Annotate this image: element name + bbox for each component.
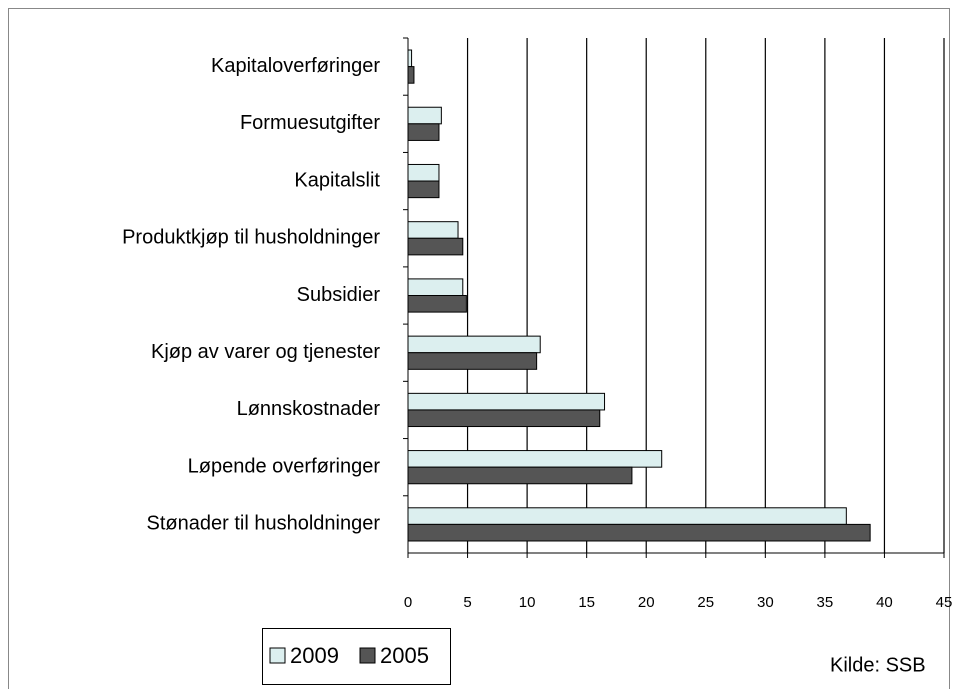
legend-box	[262, 628, 451, 685]
bar	[407, 163, 440, 182]
x-tick-label: 30	[757, 594, 774, 611]
bar	[407, 66, 415, 84]
bar	[407, 237, 464, 256]
x-tick-label: 15	[578, 594, 595, 611]
bar	[407, 507, 847, 525]
bar	[407, 523, 871, 542]
x-tick-label: 35	[817, 594, 834, 611]
y-tick-label: Løpende overføringer	[188, 455, 381, 477]
x-tick-label: 5	[463, 594, 471, 611]
legend-label: 2009	[290, 643, 339, 668]
bar	[407, 278, 464, 296]
x-tick-label: 10	[519, 594, 536, 611]
x-tick-label: 20	[638, 594, 655, 611]
bar	[407, 295, 467, 313]
x-tick-label: 45	[936, 594, 953, 611]
y-tick-label: Kapitalslit	[294, 169, 380, 191]
bar	[407, 450, 663, 468]
y-tick-label: Formuesutgifter	[240, 112, 380, 134]
chart-border	[8, 8, 950, 689]
legend-label: 2005	[380, 643, 429, 668]
y-tick-label: Lønnskostnader	[237, 398, 381, 420]
bar	[407, 352, 538, 370]
bar	[407, 221, 459, 239]
x-tick-label: 25	[697, 594, 714, 611]
bar	[407, 106, 442, 125]
bar	[407, 335, 541, 354]
bar	[407, 466, 633, 485]
bar	[407, 49, 413, 68]
y-tick-label: Produktkjøp til husholdninger	[122, 227, 380, 249]
bar	[407, 409, 601, 428]
legend-swatch	[269, 647, 286, 664]
bar	[407, 123, 440, 141]
bar	[407, 180, 440, 199]
y-tick-label: Kapitaloverføringer	[211, 55, 380, 77]
bar	[407, 392, 606, 411]
x-tick-label: 0	[404, 594, 412, 611]
legend-swatch	[359, 647, 376, 664]
x-tick-label: 40	[876, 594, 893, 611]
y-tick-label: Subsidier	[297, 284, 381, 306]
y-tick-label: Stønader til husholdninger	[147, 513, 381, 535]
source: Kilde: SSB	[830, 654, 926, 676]
y-tick-label: Kjøp av varer og tjenester	[151, 341, 380, 363]
